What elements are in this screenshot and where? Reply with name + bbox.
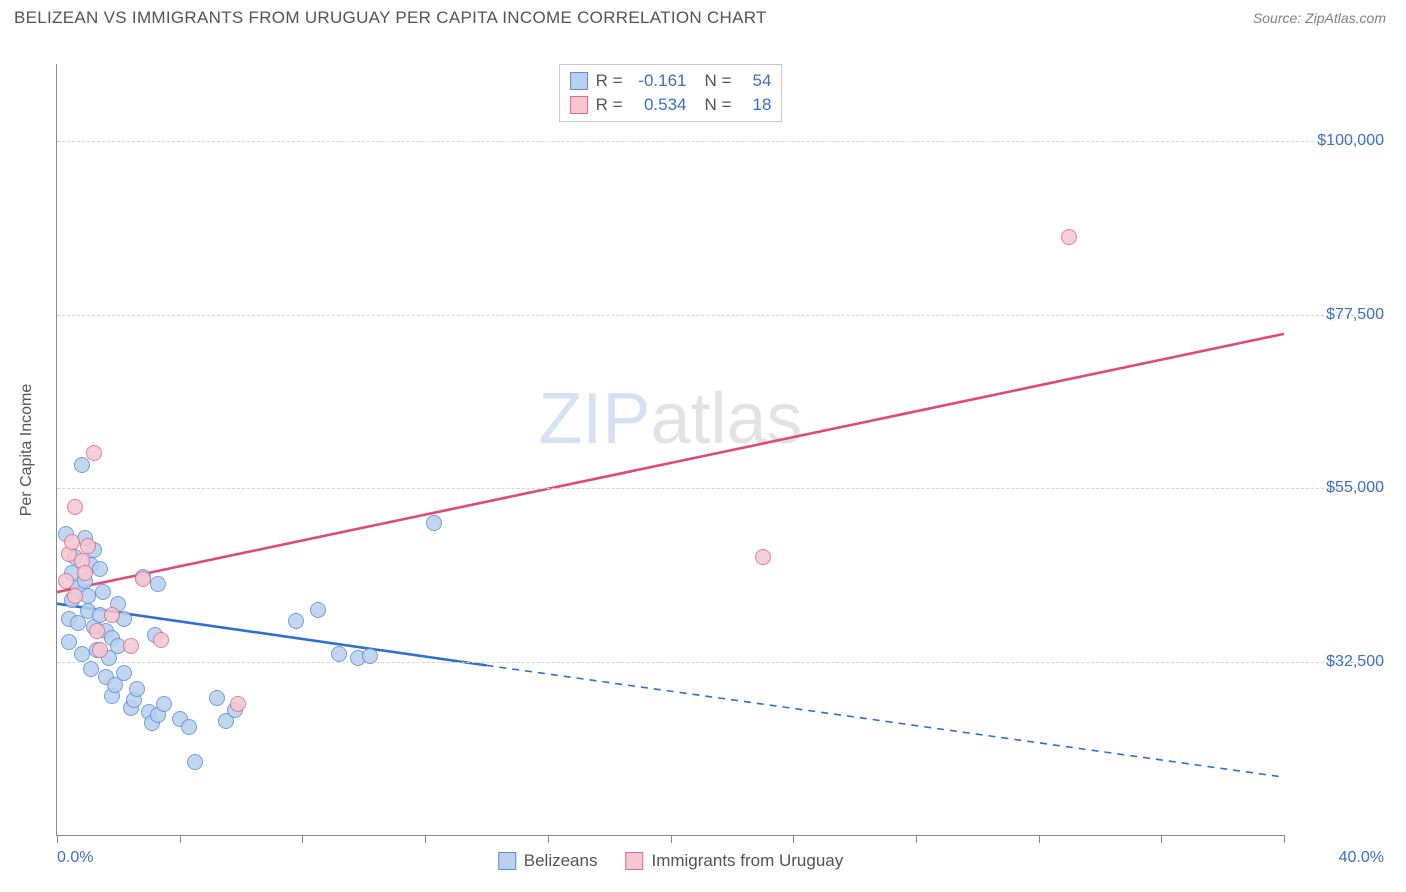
- x-tick: [1039, 835, 1040, 843]
- scatter-point-belizeans: [83, 661, 99, 677]
- scatter-point-belizeans: [74, 457, 90, 473]
- stats-row-uruguay: R = 0.534 N = 18: [570, 93, 772, 117]
- x-tick: [1161, 835, 1162, 843]
- scatter-point-belizeans: [288, 613, 304, 629]
- scatter-point-uruguay: [104, 607, 120, 623]
- scatter-point-uruguay: [230, 696, 246, 712]
- x-tick: [57, 835, 58, 843]
- scatter-point-uruguay: [77, 565, 93, 581]
- grid-line: [57, 315, 1384, 316]
- scatter-point-belizeans: [156, 696, 172, 712]
- y-tick-label: $77,500: [1292, 306, 1384, 324]
- r-label: R =: [596, 71, 623, 91]
- scatter-point-belizeans: [116, 665, 132, 681]
- plot-area: ZIPatlas Per Capita Income 0.0% 40.0% R …: [56, 64, 1284, 836]
- scatter-point-belizeans: [181, 719, 197, 735]
- legend-swatch-uruguay: [625, 852, 643, 870]
- n-label: N =: [705, 95, 732, 115]
- trend-lines-svg: [57, 64, 1284, 835]
- scatter-point-uruguay: [755, 549, 771, 565]
- scatter-point-uruguay: [64, 534, 80, 550]
- legend-swatch-belizeans: [570, 72, 588, 90]
- grid-line: [57, 662, 1384, 663]
- legend-swatch-belizeans: [498, 852, 516, 870]
- scatter-point-uruguay: [80, 538, 96, 554]
- n-label: N =: [705, 71, 732, 91]
- y-axis-label: Per Capita Income: [18, 383, 36, 516]
- scatter-point-uruguay: [123, 638, 139, 654]
- y-tick-label: $100,000: [1292, 132, 1384, 150]
- scatter-point-uruguay: [1061, 229, 1077, 245]
- x-tick: [548, 835, 549, 843]
- scatter-point-uruguay: [58, 573, 74, 589]
- y-tick-label: $32,500: [1292, 653, 1384, 671]
- scatter-point-uruguay: [153, 632, 169, 648]
- stats-row-belizeans: R = -0.161 N = 54: [570, 69, 772, 93]
- grid-line: [57, 488, 1384, 489]
- trend-line-dashed-belizeans: [486, 665, 1284, 777]
- grid-line: [57, 141, 1384, 142]
- x-tick: [180, 835, 181, 843]
- scatter-point-uruguay: [135, 571, 151, 587]
- x-tick: [671, 835, 672, 843]
- x-tick: [302, 835, 303, 843]
- scatter-point-belizeans: [362, 648, 378, 664]
- scatter-point-belizeans: [310, 602, 326, 618]
- legend-item-uruguay: Immigrants from Uruguay: [625, 851, 843, 871]
- legend-item-belizeans: Belizeans: [498, 851, 598, 871]
- legend-swatch-uruguay: [570, 96, 588, 114]
- scatter-point-uruguay: [89, 623, 105, 639]
- x-tick: [1284, 835, 1285, 843]
- scatter-point-belizeans: [426, 515, 442, 531]
- x-tick: [425, 835, 426, 843]
- scatter-point-belizeans: [209, 690, 225, 706]
- scatter-point-belizeans: [187, 754, 203, 770]
- trend-line-uruguay: [57, 334, 1284, 592]
- x-tick: [916, 835, 917, 843]
- x-axis-max-label: 40.0%: [1339, 849, 1384, 867]
- chart-title: BELIZEAN VS IMMIGRANTS FROM URUGUAY PER …: [14, 8, 767, 28]
- scatter-point-belizeans: [129, 681, 145, 697]
- x-tick: [793, 835, 794, 843]
- legend-label-uruguay: Immigrants from Uruguay: [651, 851, 843, 871]
- scatter-point-uruguay: [67, 588, 83, 604]
- r-value-uruguay: 0.534: [631, 95, 687, 115]
- scatter-point-belizeans: [74, 646, 90, 662]
- r-label: R =: [596, 95, 623, 115]
- scatter-point-belizeans: [150, 576, 166, 592]
- correlation-stats-box: R = -0.161 N = 54 R = 0.534 N = 18: [559, 64, 783, 122]
- legend: Belizeans Immigrants from Uruguay: [498, 851, 844, 871]
- source-attribution: Source: ZipAtlas.com: [1253, 10, 1386, 26]
- chart-container: ZIPatlas Per Capita Income 0.0% 40.0% R …: [14, 42, 1392, 878]
- y-tick-label: $55,000: [1292, 479, 1384, 497]
- r-value-belizeans: -0.161: [631, 71, 687, 91]
- scatter-point-uruguay: [86, 445, 102, 461]
- legend-label-belizeans: Belizeans: [524, 851, 598, 871]
- scatter-point-belizeans: [95, 584, 111, 600]
- n-value-uruguay: 18: [739, 95, 771, 115]
- scatter-point-uruguay: [92, 642, 108, 658]
- scatter-point-uruguay: [67, 499, 83, 515]
- scatter-point-belizeans: [92, 561, 108, 577]
- n-value-belizeans: 54: [739, 71, 771, 91]
- x-axis-min-label: 0.0%: [57, 849, 93, 867]
- scatter-point-belizeans: [331, 646, 347, 662]
